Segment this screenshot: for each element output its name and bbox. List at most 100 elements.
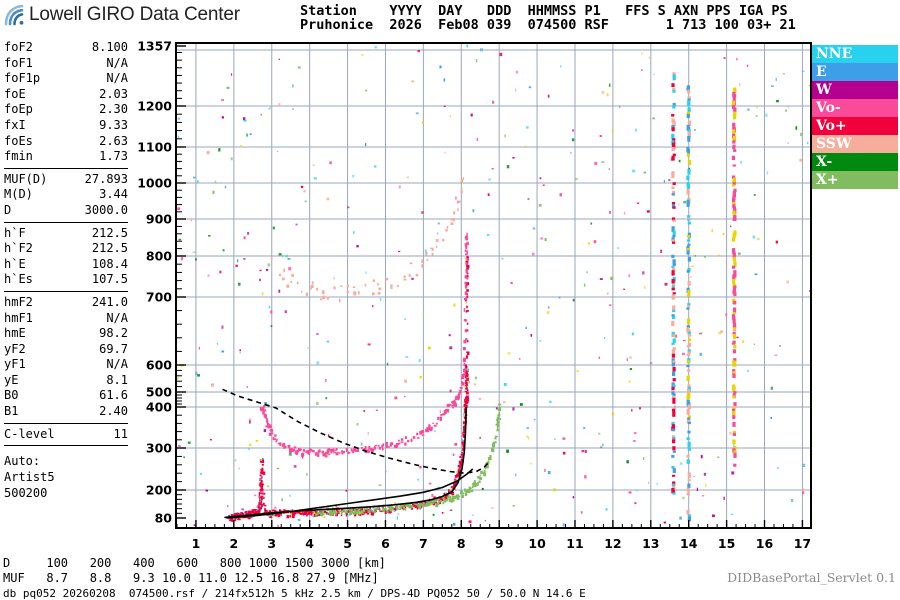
param-key: foF2 bbox=[4, 40, 33, 54]
param-key: h`F bbox=[4, 225, 26, 240]
autoscaler-version: 500200 bbox=[4, 486, 48, 501]
param-value: N/A bbox=[106, 310, 128, 325]
station-header: Station YYYY DAY DDD HHMMSS P1 FFS S AXN… bbox=[300, 4, 796, 32]
ionogram-canvas[interactable] bbox=[177, 44, 810, 527]
param-row: foEs 2.63 bbox=[4, 134, 128, 150]
param-value: 2.03 bbox=[99, 86, 128, 101]
legend-item-ssw[interactable]: SSW bbox=[812, 135, 898, 153]
param-row: C-level 11 bbox=[4, 427, 128, 443]
x-axis-tick-label: 11 bbox=[566, 536, 584, 551]
footer-muf-row: MUF 8.7 8.8 9.3 10.0 11.0 12.5 16.8 27.9… bbox=[3, 571, 379, 585]
param-value: N/A bbox=[106, 357, 128, 372]
param-row: fmin 1.73 bbox=[4, 149, 128, 165]
param-key: foEs bbox=[4, 133, 33, 148]
param-value: N/A bbox=[106, 55, 128, 70]
param-key: yE bbox=[4, 372, 19, 387]
giro-wave-icon bbox=[4, 4, 24, 26]
param-row: hmF1 N/A bbox=[4, 311, 128, 327]
param-value: 69.7 bbox=[99, 341, 128, 356]
param-value: 212.5 bbox=[91, 225, 128, 240]
param-value: 8.100 bbox=[91, 40, 128, 54]
divider bbox=[4, 290, 128, 292]
legend-item-e[interactable]: E bbox=[812, 63, 898, 81]
param-key: D bbox=[4, 202, 12, 217]
direction-legend[interactable]: NNE E W Vo- Vo+ SSW X- X+ bbox=[812, 45, 898, 189]
param-row: h`F2 212.5 bbox=[4, 241, 128, 257]
y-axis-ticks bbox=[177, 45, 186, 519]
param-key: yF2 bbox=[4, 341, 26, 356]
echo-trace bbox=[228, 260, 470, 522]
interference-band bbox=[671, 72, 676, 495]
ionogram-plot[interactable] bbox=[175, 42, 812, 529]
param-group-muf: MUF(D) 27.893 M(D) 3.44 D 3000.0 bbox=[4, 172, 128, 219]
y-axis-tick-label: 1100 bbox=[137, 139, 172, 155]
legend-item-nne[interactable]: NNE bbox=[812, 45, 898, 63]
legend-item-x-[interactable]: X- bbox=[812, 153, 898, 171]
brand-name: Lowell GIRO Data Center bbox=[29, 4, 240, 25]
param-value: 2.40 bbox=[99, 404, 128, 419]
param-value: 1.73 bbox=[99, 149, 128, 164]
param-value: 8.1 bbox=[106, 372, 128, 387]
autoscaler-label: Auto: bbox=[4, 454, 41, 469]
echo-trace bbox=[259, 232, 469, 458]
param-value: 108.4 bbox=[91, 256, 128, 271]
x-axis-tick-label: 17 bbox=[793, 536, 812, 551]
gridlines bbox=[177, 44, 810, 527]
param-key: B1 bbox=[4, 404, 19, 419]
param-group-profile: hmF2 241.0 hmF1 N/A hmE 98.2 yF2 69.7 yF1 N/A… bbox=[4, 295, 128, 420]
param-key: foEp bbox=[4, 102, 33, 117]
param-value: 2.63 bbox=[99, 133, 128, 148]
param-row: yF1 N/A bbox=[4, 357, 128, 373]
param-key: hmF1 bbox=[4, 310, 33, 325]
y-axis-tick-label: 1200 bbox=[137, 98, 172, 114]
legend-item-vo-[interactable]: Vo+ bbox=[812, 117, 898, 135]
y-axis-tick-label: 200 bbox=[145, 482, 172, 498]
servlet-version: DIDBasePortal_Servlet 0.1 bbox=[727, 570, 896, 585]
param-value: 98.2 bbox=[99, 326, 128, 341]
x-axis-tick-label: 7 bbox=[419, 536, 428, 551]
ionogram-parameters-panel: foF2 8.100 foF1 N/A foF1p N/A foE 2.03 foEp 2… bbox=[4, 40, 128, 501]
param-row: B1 2.40 bbox=[4, 404, 128, 420]
interference-band bbox=[686, 85, 692, 522]
x-axis-tick-label: 5 bbox=[343, 536, 352, 551]
param-value: 241.0 bbox=[91, 294, 128, 309]
param-value: 2.30 bbox=[99, 102, 128, 117]
y-axis-tick-label: 700 bbox=[145, 289, 172, 305]
param-key: B0 bbox=[4, 388, 19, 403]
param-key: h`F2 bbox=[4, 241, 33, 256]
station-header-line2: Pruhonice 2026 Feb08 039 074500 RSF 1 71… bbox=[300, 17, 796, 33]
param-value: 3.44 bbox=[99, 187, 128, 202]
param-value: N/A bbox=[106, 71, 128, 86]
x-axis-tick-label: 3 bbox=[267, 536, 277, 551]
legend-item-x-[interactable]: X+ bbox=[812, 171, 898, 189]
param-key: C-level bbox=[4, 426, 55, 441]
param-row: yE 8.1 bbox=[4, 373, 128, 389]
legend-item-vo-[interactable]: Vo- bbox=[812, 99, 898, 117]
param-key: h`E bbox=[4, 256, 26, 271]
param-key: foF1p bbox=[4, 71, 41, 86]
footer-distance-row: D 100 200 400 600 800 1000 1500 3000 [km… bbox=[3, 556, 386, 570]
divider bbox=[4, 167, 128, 169]
y-axis-tick-label: 600 bbox=[145, 357, 172, 373]
autoscaler-info: Auto: Artist5 500200 bbox=[4, 453, 128, 501]
param-row: fxI 9.33 bbox=[4, 118, 128, 134]
model-curve bbox=[226, 468, 474, 519]
legend-item-w[interactable]: W bbox=[812, 81, 898, 99]
x-axis-tick-label: 8 bbox=[456, 536, 466, 551]
param-row: h`Es 107.5 bbox=[4, 272, 128, 288]
divider bbox=[4, 221, 128, 223]
param-key: MUF(D) bbox=[4, 171, 48, 186]
param-value: 9.33 bbox=[99, 117, 128, 132]
param-row: foE 2.03 bbox=[4, 87, 128, 103]
x-axis-tick-label: 10 bbox=[528, 536, 546, 551]
param-row: MUF(D) 27.893 bbox=[4, 172, 128, 188]
param-row: D 3000.0 bbox=[4, 203, 128, 219]
y-axis-tick-label: 300 bbox=[145, 440, 172, 456]
param-key: h`Es bbox=[4, 272, 33, 287]
param-row: M(D) 3.44 bbox=[4, 187, 128, 203]
param-row: foEp 2.30 bbox=[4, 102, 128, 118]
param-key: M(D) bbox=[4, 187, 33, 202]
param-value: 11 bbox=[113, 426, 128, 441]
footer-file-row: db pq052 20260208 074500.rsf / 214fx512h… bbox=[3, 587, 586, 600]
param-row: yF2 69.7 bbox=[4, 342, 128, 358]
